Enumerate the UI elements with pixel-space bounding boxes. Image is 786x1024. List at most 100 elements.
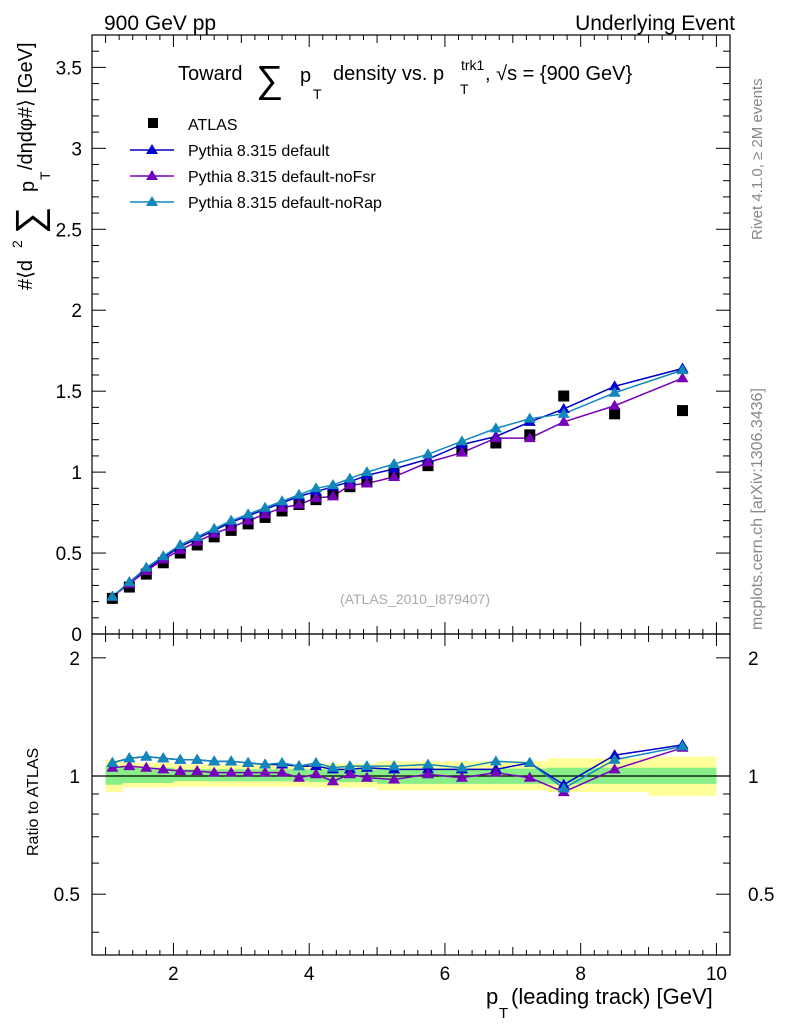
- y-tick-label: 1.5: [56, 382, 82, 403]
- series-line-nofsr: [111, 377, 683, 598]
- ratio-point-nofsr: [225, 766, 238, 777]
- ratio-point-nofsr: [523, 771, 536, 782]
- data-point-norap: [523, 412, 536, 423]
- data-point-nofsr: [276, 501, 289, 512]
- ratio-point-nofsr: [174, 764, 187, 775]
- mcplots-label: mcplots.cern.ch [arXiv:1306.3436]: [749, 388, 766, 630]
- data-point-norap: [557, 407, 570, 418]
- data-point-nofsr: [360, 477, 373, 488]
- data-point-norap: [343, 472, 356, 483]
- data-point-norap: [157, 550, 170, 561]
- ylabel-p-sub: T: [37, 171, 53, 180]
- data-point-norap: [242, 508, 255, 519]
- data-point-norap: [208, 522, 221, 533]
- data-point-norap: [608, 386, 621, 397]
- title-pre: Toward: [178, 63, 242, 85]
- ylabel-part1: #⟨d: [15, 260, 37, 290]
- ratio-point-norap: [676, 740, 689, 751]
- ratio-point-nofsr: [157, 763, 170, 774]
- data-point-nofsr: [676, 372, 689, 383]
- ratio-point-norap: [191, 753, 204, 764]
- data-point-norap: [676, 364, 689, 375]
- ratio-point-norap: [326, 761, 339, 772]
- x-tick-label: 10: [706, 964, 727, 985]
- ratio-point-nofsr: [259, 766, 272, 777]
- data-point-norap: [276, 495, 289, 506]
- legend-label-nofsr: Pythia 8.315 default-noFsr: [188, 169, 376, 186]
- data-point-nofsr: [259, 508, 272, 519]
- x-tick-label: 4: [304, 964, 315, 985]
- data-point-default: [608, 380, 621, 391]
- legend-label-norap: Pythia 8.315 default-noRap: [188, 195, 382, 212]
- legend-entry-default: Pythia 8.315 default: [130, 143, 330, 160]
- data-point-atlas: [490, 437, 502, 449]
- data-point-nofsr: [293, 498, 306, 509]
- data-point-norap: [259, 501, 272, 512]
- header-right-label: Underlying Event: [575, 12, 735, 35]
- legend: ATLAS Pythia 8.315 default Pythia 8.315 …: [130, 117, 382, 212]
- rivet-label: Rivet 4.1.0, ≥ 2M events: [749, 78, 766, 240]
- ratio-point-norap: [157, 752, 170, 763]
- ratio-point-norap: [140, 750, 153, 761]
- ratio-y-tick-label-left: 0.5: [54, 885, 80, 906]
- title-trk-sup: trk1: [461, 57, 485, 73]
- ratio-point-norap: [608, 753, 621, 764]
- ylabel-p: p: [17, 181, 39, 192]
- ratio-point-norap: [208, 755, 221, 766]
- legend-entry-norap: Pythia 8.315 default-noRap: [130, 195, 382, 212]
- title-p: p: [300, 65, 311, 87]
- ratio-point-nofsr: [343, 768, 356, 779]
- data-point-norap: [293, 488, 306, 499]
- analysis-watermark: (ATLAS_2010_I879407): [340, 591, 490, 607]
- ratio-y-tick-label-right: 2: [748, 649, 759, 670]
- data-point-norap: [309, 482, 322, 493]
- legend-entry-atlas: ATLAS: [148, 117, 238, 134]
- data-point-nofsr: [242, 514, 255, 525]
- data-point-norap: [421, 448, 434, 459]
- x-tick-label: 8: [575, 964, 586, 985]
- title-sum-symbol: ∑: [256, 59, 283, 101]
- data-point-nofsr: [388, 470, 401, 481]
- ratio-point-nofsr: [360, 771, 373, 782]
- ratio-panel: 2 4 6 8 10 0.5 0.5 1 1 2 2: [54, 633, 774, 985]
- y-tick-label: 3.5: [56, 58, 82, 79]
- data-point-norap: [489, 422, 502, 433]
- ratio-point-nofsr: [608, 763, 621, 774]
- ratio-band-inner: [173, 769, 310, 782]
- legend-label-default: Pythia 8.315 default: [188, 143, 330, 160]
- xlabel-rest: (leading track) [GeV]: [511, 984, 713, 1009]
- ratio-y-tick-label-right: 0.5: [748, 885, 774, 906]
- data-point-norap: [123, 576, 136, 587]
- ylabel-rest: /dηdφ#⟩ [GeV]: [15, 42, 37, 170]
- ratio-y-tick-label-left: 1: [69, 767, 80, 788]
- x-tick-label: 2: [168, 964, 179, 985]
- data-point-nofsr: [489, 432, 502, 443]
- ratio-point-nofsr: [276, 766, 289, 777]
- ratio-point-norap: [123, 752, 136, 763]
- ylabel-sum-symbol: ∑: [9, 207, 51, 234]
- ratio-point-norap: [523, 756, 536, 767]
- y-tick-label: 2: [71, 301, 82, 322]
- legend-entry-nofsr: Pythia 8.315 default-noFsr: [130, 169, 376, 186]
- ratio-point-nofsr: [293, 771, 306, 782]
- ratio-point-norap: [421, 758, 434, 769]
- data-point-norap: [140, 561, 153, 572]
- data-point-nofsr: [309, 492, 322, 503]
- ratio-point-norap: [309, 756, 322, 767]
- ratio-point-nofsr: [208, 766, 221, 777]
- y-tick-label: 1: [71, 463, 82, 484]
- data-point-nofsr: [557, 415, 570, 426]
- ratio-point-nofsr: [140, 761, 153, 772]
- ratio-point-nofsr: [455, 771, 468, 782]
- ratio-point-nofsr: [309, 768, 322, 779]
- x-axis-label: p T (leading track) [GeV]: [486, 984, 713, 1022]
- data-point-norap: [225, 514, 238, 525]
- ratio-point-norap: [455, 761, 468, 772]
- ratio-point-norap: [293, 760, 306, 771]
- ratio-panel-frame: [91, 633, 731, 956]
- ratio-point-norap: [242, 756, 255, 767]
- ratio-point-nofsr: [489, 766, 502, 777]
- ratio-point-norap: [174, 753, 187, 764]
- legend-marker-atlas: [148, 118, 158, 128]
- title-trk-sub: T: [460, 81, 469, 97]
